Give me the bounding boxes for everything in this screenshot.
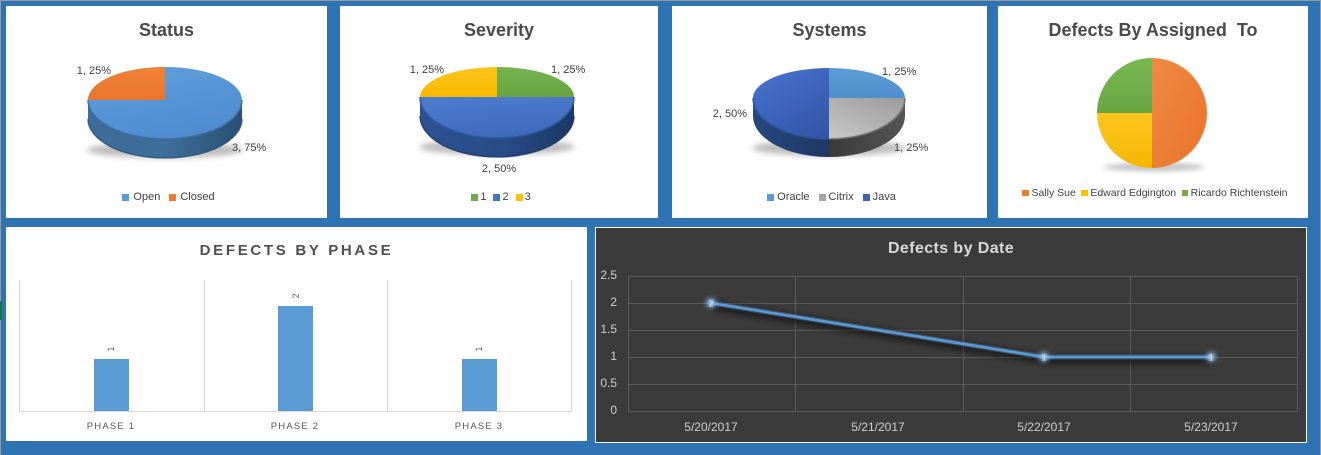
svg-text:1: 1 xyxy=(1208,353,1213,363)
svg-text:1: 1 xyxy=(1041,353,1046,363)
svg-text:2: 2 xyxy=(708,299,713,309)
